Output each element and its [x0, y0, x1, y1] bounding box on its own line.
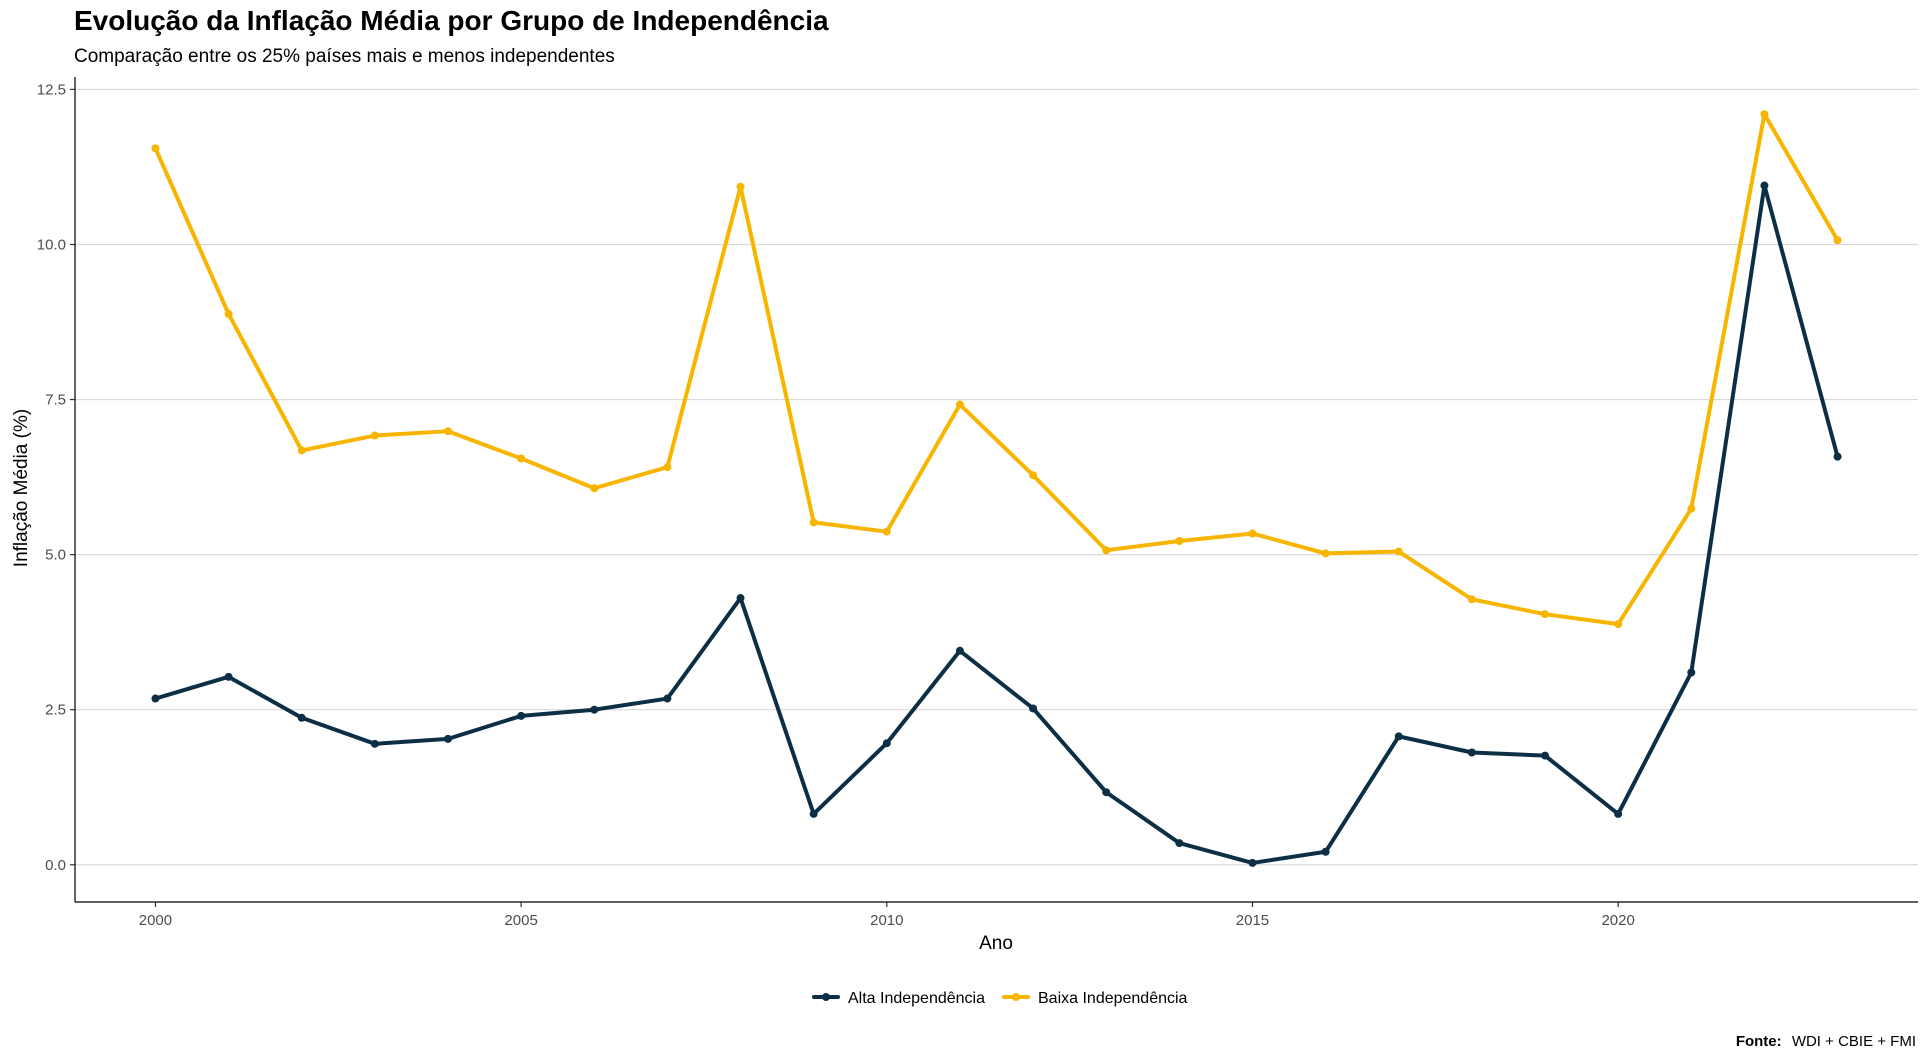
legend-item: Baixa Independência	[1002, 990, 1188, 1007]
data-point	[955, 400, 964, 409]
data-point	[1321, 847, 1330, 856]
data-point	[1175, 536, 1184, 545]
data-point	[1760, 181, 1769, 190]
chart-title: Evolução da Inflação Média por Grupo de …	[74, 5, 829, 36]
legend-label: Alta Independência	[848, 990, 985, 1007]
data-point	[1467, 748, 1476, 757]
y-tick-label: 10.0	[37, 236, 66, 253]
legend-swatch-point	[822, 993, 830, 1001]
data-point	[1394, 732, 1403, 741]
x-tick-label: 2020	[1601, 912, 1634, 929]
axes: 0.0 2.5 5.0 7.5 10.0 12.5 2000 2005 2010 2015 2020	[37, 77, 1918, 929]
caption-source: WDI + CBIE + FMI	[1792, 1033, 1916, 1050]
data-point	[1102, 546, 1111, 555]
data-point	[1833, 236, 1842, 245]
data-point	[443, 734, 452, 743]
data-point	[882, 739, 891, 748]
x-tick-label: 2000	[139, 912, 172, 929]
data-point	[370, 739, 379, 748]
data-point	[1102, 788, 1111, 797]
gridlines	[75, 88, 1918, 866]
x-tick-label: 2010	[870, 912, 903, 929]
data-point	[297, 446, 306, 455]
data-point	[1248, 858, 1257, 867]
data-point	[1687, 504, 1696, 513]
data-point	[809, 518, 818, 527]
y-tick-label: 12.5	[37, 81, 66, 98]
data-point	[517, 711, 526, 720]
data-point	[1394, 547, 1403, 556]
data-point	[1687, 668, 1696, 677]
data-point	[809, 809, 818, 818]
caption: Fonte: WDI + CBIE + FMI	[1736, 1033, 1916, 1050]
legend-swatch-point	[1012, 993, 1020, 1001]
legend-item: Alta Independência	[812, 990, 985, 1007]
y-tick-label: 0.0	[45, 857, 66, 874]
series-line-alta-independencia	[153, 183, 1840, 865]
data-point	[224, 309, 233, 318]
legend: Alta Independência Baixa Independência	[812, 990, 1188, 1007]
y-axis-title: Inflação Média (%)	[11, 409, 32, 567]
data-point	[297, 713, 306, 722]
series-alta-independencia	[151, 181, 1842, 867]
data-point	[151, 144, 160, 153]
y-tick-label: 7.5	[45, 392, 66, 409]
data-point	[590, 484, 599, 493]
data-point	[1541, 751, 1550, 760]
caption-label: Fonte:	[1736, 1033, 1782, 1050]
data-point	[1467, 595, 1476, 604]
data-point	[224, 672, 233, 681]
data-point	[590, 705, 599, 714]
data-point	[1760, 110, 1769, 119]
series-group	[151, 110, 1842, 867]
data-point	[517, 454, 526, 463]
data-point	[1029, 471, 1038, 480]
x-axis-title: Ano	[979, 933, 1013, 954]
y-tick-label: 2.5	[45, 702, 66, 719]
data-point	[1833, 452, 1842, 461]
data-point	[955, 646, 964, 655]
data-point	[663, 463, 672, 472]
x-tick-label: 2005	[504, 912, 537, 929]
chart-subtitle: Comparação entre os 25% países mais e me…	[74, 46, 615, 67]
legend-label: Baixa Independência	[1038, 990, 1188, 1007]
data-point	[1614, 809, 1623, 818]
data-point	[736, 594, 745, 603]
data-point	[663, 694, 672, 703]
data-point	[1321, 549, 1330, 558]
data-point	[1029, 704, 1038, 713]
x-tick-label: 2015	[1236, 912, 1269, 929]
data-point	[151, 694, 160, 703]
data-point	[1541, 610, 1550, 619]
y-tick-label: 5.0	[45, 547, 66, 564]
series-baixa-independencia	[151, 110, 1842, 629]
data-point	[443, 427, 452, 436]
data-point	[1175, 839, 1184, 848]
data-point	[736, 182, 745, 191]
data-point	[1614, 620, 1623, 629]
data-point	[882, 527, 891, 536]
data-point	[370, 431, 379, 440]
data-point	[1248, 529, 1257, 538]
series-line-baixa-independencia	[153, 112, 1840, 627]
